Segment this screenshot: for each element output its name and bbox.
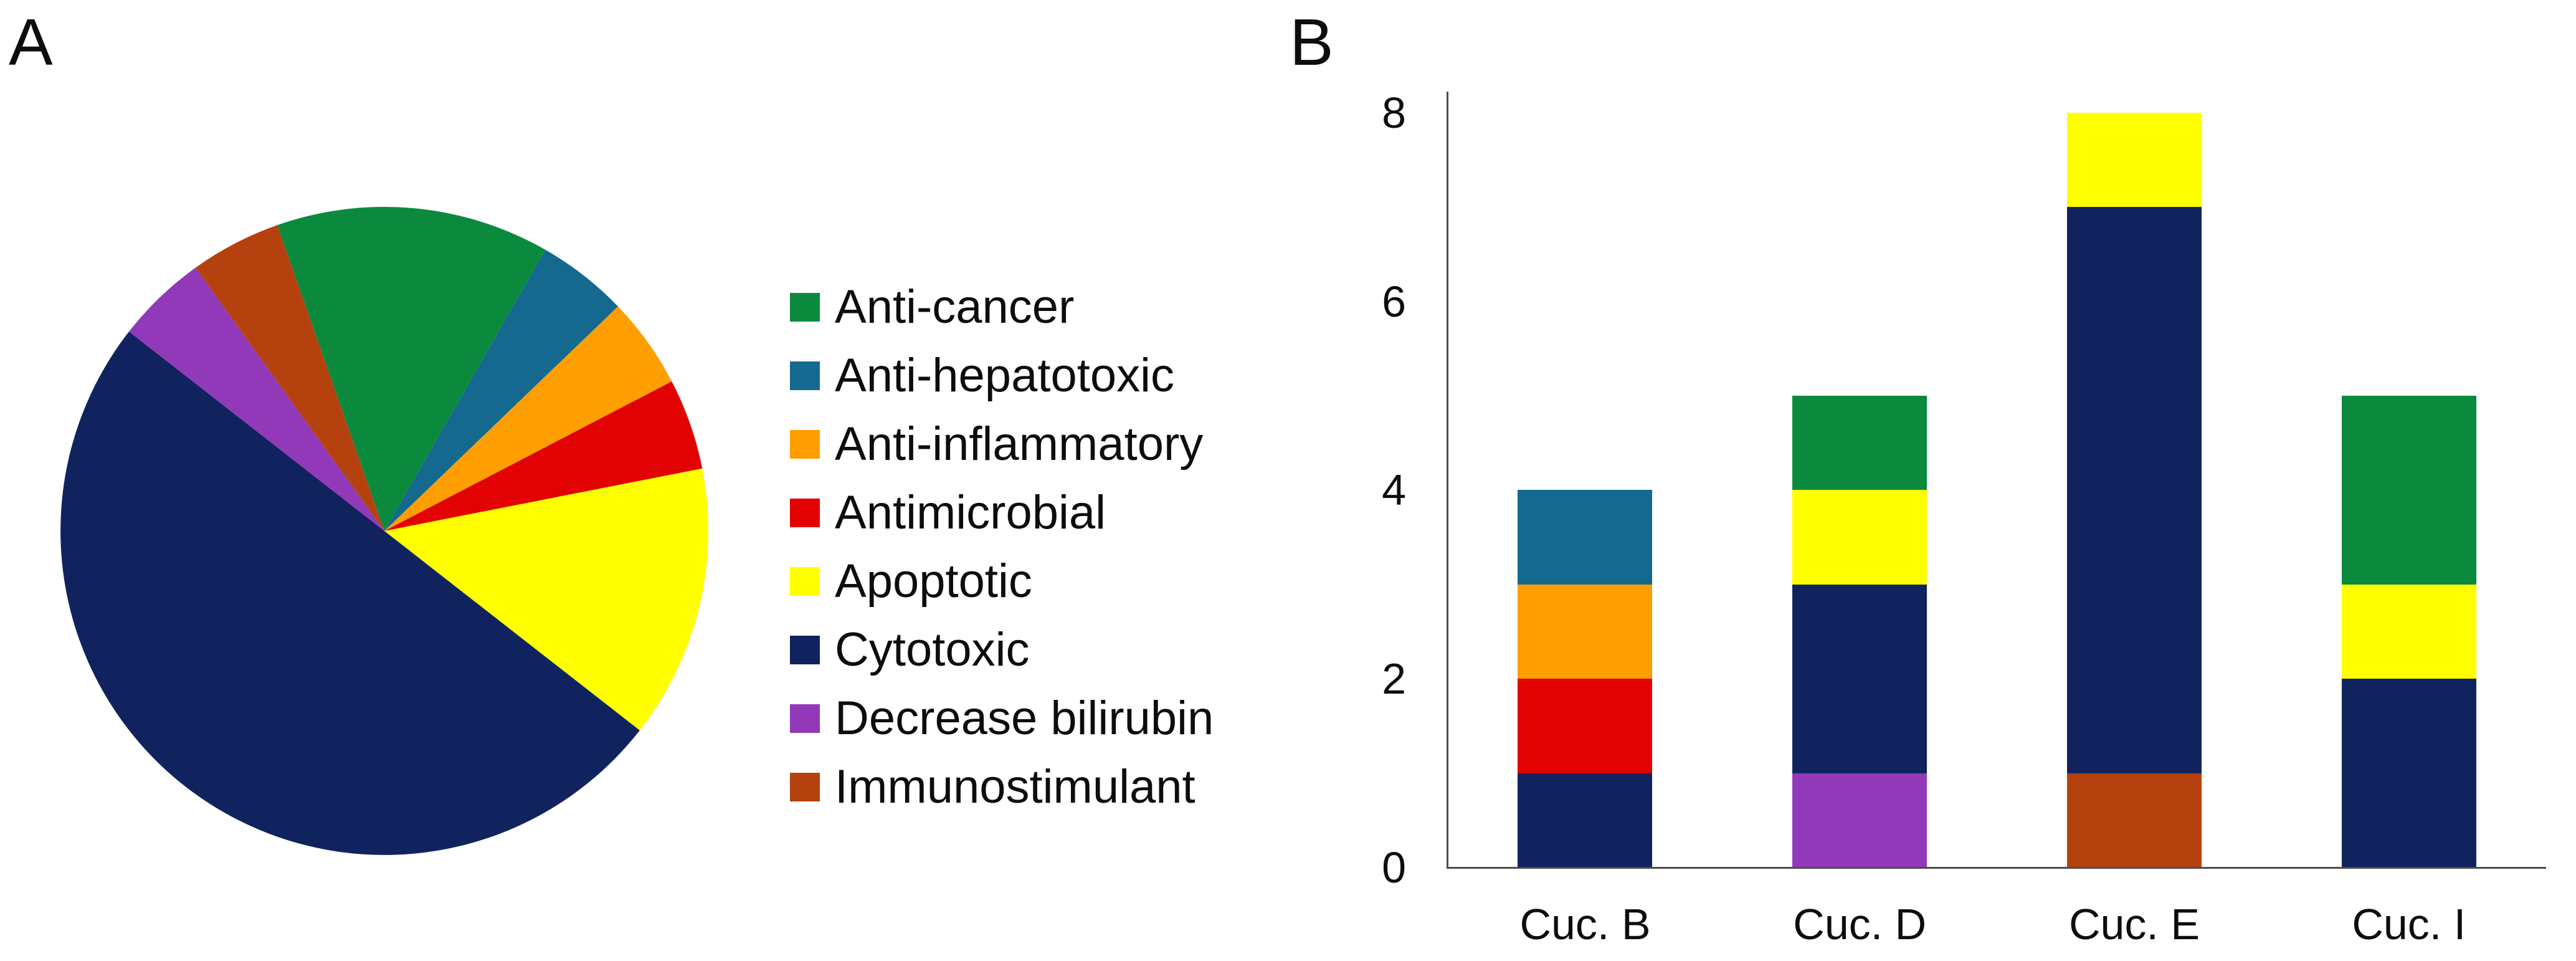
pie-chart (60, 206, 708, 855)
legend-swatch-anti_inflammatory (790, 430, 820, 459)
x-category-label: Cuc. D (1793, 900, 1927, 949)
bar-segment-anti_hepatotoxic (1518, 490, 1653, 585)
pie-slice-immunostimulant (195, 225, 384, 531)
legend-swatch-immunostimulant (790, 773, 820, 801)
legend-item-label: Anti-cancer (835, 280, 1075, 333)
legend-item-label: Cytotoxic (835, 623, 1030, 676)
bar-segment-cytotoxic (1792, 584, 1927, 773)
pie-slice-anti_inflammatory (384, 306, 672, 531)
pie-slice-decrease_bilirubin (129, 267, 384, 531)
y-tick-label: 4 (1382, 466, 1406, 515)
pie-slice-cytotoxic (60, 332, 640, 855)
y-tick-label: 6 (1382, 277, 1406, 326)
legend-item-label: Anti-hepatotoxic (835, 349, 1174, 402)
bar-segment-cytotoxic (1518, 773, 1653, 868)
legend-item: Antimicrobial (790, 479, 1214, 547)
y-tick-label: 2 (1382, 654, 1406, 704)
y-tick-label: 8 (1382, 88, 1406, 137)
bar-segment-anti_cancer (1792, 396, 1927, 490)
bar-segment-anti_inflammatory (1518, 584, 1653, 679)
pie-slice-anti_cancer (277, 206, 546, 531)
x-category-label: Cuc. B (1519, 900, 1651, 949)
legend-item-label: Decrease bilirubin (835, 692, 1214, 745)
legend-swatch-cytotoxic (790, 636, 820, 664)
pie-legend: Anti-cancer Anti-hepatotoxic Anti-inflamma… (790, 273, 1214, 821)
legend-item: Anti-cancer (790, 273, 1214, 342)
x-category-label: Cuc. E (2068, 900, 2200, 949)
bar-segment-decrease_bilirubin (1792, 773, 1927, 868)
x-axis-line (1447, 867, 2546, 869)
y-tick-label: 0 (1382, 843, 1406, 892)
bar-segment-cytotoxic (2341, 679, 2476, 868)
x-category-label: Cuc. I (2352, 900, 2466, 949)
legend-item: Immunostimulant (790, 753, 1214, 821)
pie-slice-anti_hepatotoxic (384, 249, 619, 531)
legend-swatch-antimicrobial (790, 499, 820, 527)
panel-b-label: B (1290, 6, 1334, 79)
legend-item: Anti-inflammatory (790, 410, 1214, 479)
bar-segment-antimicrobial (1518, 679, 1653, 773)
bar-segment-cytotoxic (2066, 207, 2202, 773)
bar-segment-apoptotic (2341, 584, 2476, 679)
legend-swatch-apoptotic (790, 567, 820, 596)
bar-segment-anti_cancer (2341, 396, 2476, 585)
legend-item: Apoptotic (790, 547, 1214, 616)
legend-item-label: Anti-inflammatory (835, 418, 1204, 471)
pie-slice-apoptotic (384, 468, 708, 730)
bar-segment-immunostimulant (2066, 773, 2202, 868)
legend-item-label: Immunostimulant (835, 760, 1195, 813)
legend-swatch-decrease_bilirubin (790, 704, 820, 733)
y-axis-line (1447, 92, 1448, 869)
bar-segment-apoptotic (2066, 112, 2202, 208)
legend-item: Decrease bilirubin (790, 684, 1214, 753)
legend-swatch-anti_cancer (790, 293, 820, 322)
legend-item-label: Apoptotic (835, 555, 1032, 608)
legend-item: Cytotoxic (790, 616, 1214, 684)
panel-a-label: A (9, 6, 53, 79)
pie-slice-antimicrobial (384, 381, 703, 531)
legend-swatch-anti_hepatotoxic (790, 361, 820, 390)
legend-item: Anti-hepatotoxic (790, 342, 1214, 410)
legend-item-label: Antimicrobial (835, 486, 1106, 539)
bar-segment-apoptotic (1792, 490, 1927, 585)
